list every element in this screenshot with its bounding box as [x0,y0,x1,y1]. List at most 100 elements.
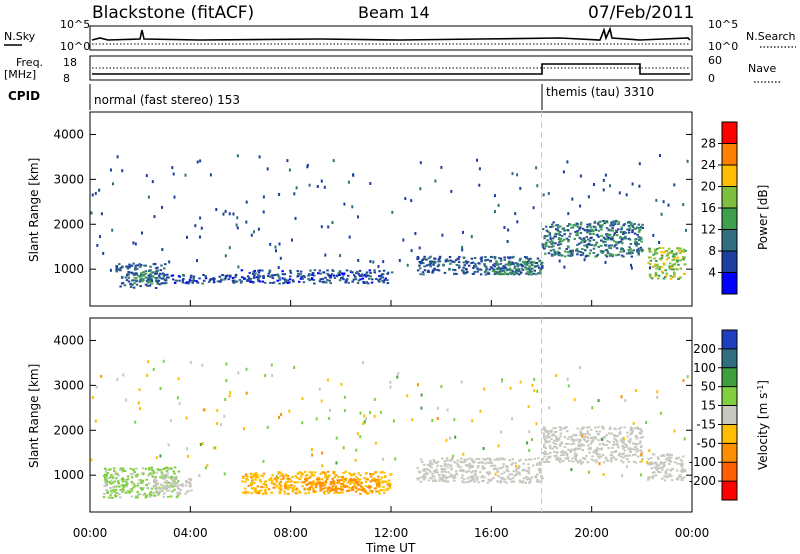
scatter-cell [342,472,345,474]
scatter-cell [422,474,426,476]
scatter-cell [580,444,583,447]
scatter-cell [130,488,133,490]
sparse-cell [449,436,451,440]
scatter-cell [673,271,676,274]
scatter-cell [387,483,390,486]
scatter-cell [107,468,111,471]
scatter-cell [508,473,511,476]
scatter-cell [148,468,151,471]
scatter-cell [595,241,598,244]
scatter-cell [658,247,661,249]
scatter-cell [551,447,554,450]
nsky-top-tick: 10^5 [60,18,90,31]
scatter-cell [136,473,139,476]
scatter-cell [576,459,579,462]
power-colorbar-label: Power [dB] [756,185,770,250]
sparse-cell [452,454,455,458]
scatter-cell [165,481,168,484]
nsearch-label: N.Search [746,30,796,43]
scatter-cell [548,440,551,443]
scatter-cell [580,221,583,224]
sparse-cell [99,235,101,239]
scatter-cell [318,280,322,283]
scatter-cell [536,264,540,267]
scatter-cell [533,265,537,268]
scatter-cell [535,464,539,467]
sparse-cell [262,210,265,214]
scatter-cell [433,478,437,481]
scatter-cell [155,488,159,491]
scatter-cell [592,233,595,235]
sparse-cell [685,228,687,232]
sparse-cell [351,205,354,209]
scatter-cell [492,477,495,479]
sparse-cell [382,457,385,461]
scatter-cell [527,466,531,469]
scatter-cell [157,490,161,493]
scatter-cell [277,274,280,277]
sparse-cell [222,212,225,216]
scatter-cell [540,267,544,269]
scatter-cell [422,257,425,260]
scatter-cell [302,275,305,278]
scatter-cell [263,490,267,493]
scatter-cell [135,475,138,478]
scatter-cell [162,487,166,490]
scatter-cell [675,478,679,480]
scatter-cell [292,280,295,283]
scatter-cell [381,276,384,279]
scatter-cell [359,484,362,487]
sparse-cell [410,199,413,203]
scatter-cell [547,433,550,436]
scatter-cell [559,243,563,246]
scatter-cell [461,480,464,483]
scatter-cell [386,282,390,285]
scatter-cell [438,479,441,482]
scatter-cell [326,272,329,275]
sparse-cell [177,377,180,381]
scatter-cell [226,274,229,277]
scatter-cell [358,488,361,491]
scatter-cell [312,483,316,486]
scatter-cell [354,479,357,482]
scatter-cell [341,483,345,486]
scatter-cell [670,265,673,268]
sparse-cell [215,208,218,211]
scatter-cell [135,280,138,283]
sparse-cell [343,395,346,399]
scatter-cell [615,243,618,246]
sparse-cell [471,419,474,423]
scatter-cell [680,465,684,468]
scatter-cell [495,261,499,264]
scatter-cell [544,438,547,441]
scatter-cell [142,494,145,497]
scatter-cell [615,254,618,257]
scatter-cell [143,492,147,495]
scatter-cell [474,475,478,478]
scatter-cell [305,484,308,486]
sparse-cell [168,260,171,264]
sparse-cell [199,443,202,446]
scatter-cell [682,258,686,261]
scatter-cell [287,492,290,495]
scatter-cell [121,487,125,490]
power-colorbar-label: 20 [701,180,716,194]
scatter-cell [627,440,631,443]
scatter-cell [516,272,519,275]
sparse-cell [624,399,627,403]
scatter-cell [325,478,329,481]
scatter-cell [625,445,628,448]
scatter-cell [597,245,600,248]
scatter-cell [381,279,384,282]
scatter-cell [431,475,434,478]
scatter-cell [593,450,596,453]
sparse-cell [365,417,368,421]
scatter-cell [166,276,169,279]
scatter-cell [184,484,188,487]
scatter-cell [661,271,665,274]
scatter-cell [297,272,300,275]
scatter-cell [651,277,654,280]
scatter-cell [552,427,556,429]
scatter-cell [484,258,487,261]
